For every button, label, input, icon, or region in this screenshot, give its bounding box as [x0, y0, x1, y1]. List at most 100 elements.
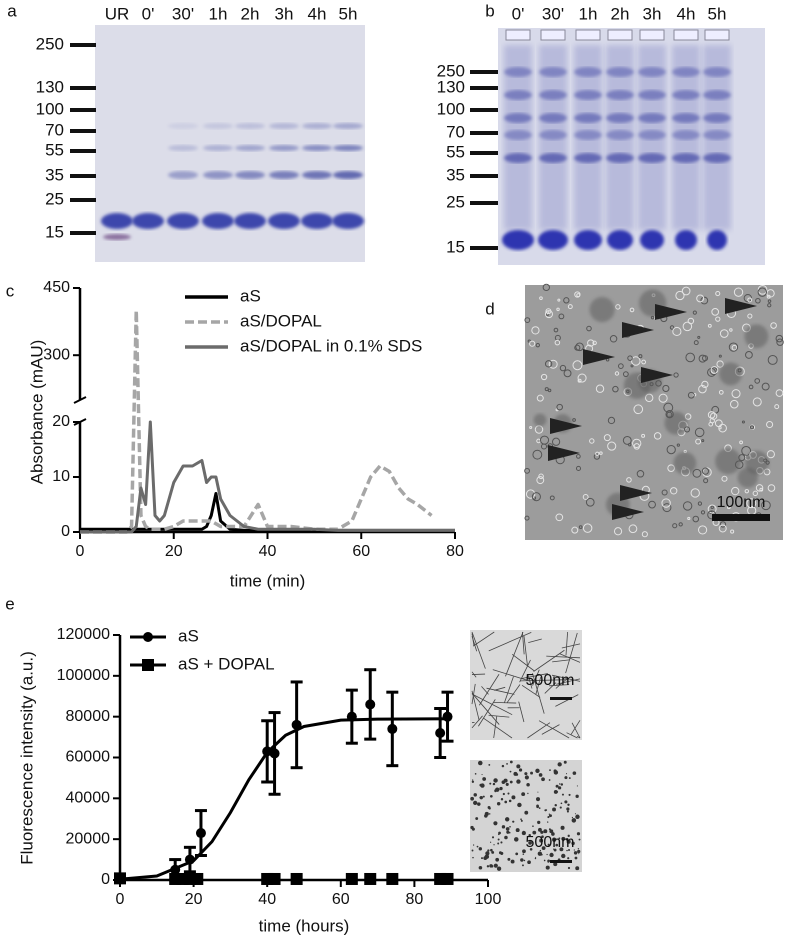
x-tick-label: 60 — [352, 543, 370, 560]
legend-label: aS + DOPAL — [178, 654, 275, 673]
speck — [476, 845, 479, 848]
speck — [558, 786, 562, 790]
speck — [506, 830, 510, 834]
fibril — [471, 633, 475, 646]
band — [504, 153, 532, 163]
data-point — [170, 864, 181, 875]
particle — [545, 308, 552, 315]
band — [638, 130, 666, 140]
band — [168, 123, 198, 129]
speck — [529, 847, 533, 851]
particle — [711, 307, 720, 316]
band — [703, 67, 731, 77]
band — [606, 113, 634, 123]
speck — [552, 807, 556, 812]
particle — [718, 524, 727, 533]
particle — [615, 304, 621, 310]
particle — [558, 313, 565, 320]
band — [672, 153, 700, 163]
speck — [515, 828, 520, 833]
particle — [538, 473, 544, 480]
marker-label: 250 — [36, 34, 64, 53]
speck — [509, 780, 513, 784]
speck — [546, 853, 548, 856]
particle — [746, 498, 757, 509]
lane-label: 0' — [142, 4, 155, 23]
particle — [577, 378, 582, 383]
fibril — [555, 678, 568, 689]
particle — [539, 296, 543, 300]
particle — [670, 487, 678, 495]
particle — [697, 501, 703, 506]
marker-label: 130 — [437, 77, 465, 96]
fibril — [471, 715, 483, 729]
particle — [575, 465, 582, 471]
band — [574, 113, 602, 123]
speck — [532, 825, 534, 827]
band — [202, 213, 234, 229]
data-point — [365, 699, 376, 710]
speck — [530, 771, 533, 775]
particle — [603, 434, 611, 442]
particle — [666, 444, 676, 455]
particle — [571, 526, 579, 534]
particle — [544, 310, 553, 319]
band — [703, 130, 731, 140]
particle — [754, 378, 761, 384]
fibril — [533, 649, 565, 672]
particle — [700, 510, 706, 515]
speck — [505, 827, 510, 831]
fibril — [521, 684, 541, 698]
speck — [576, 832, 581, 836]
particle — [638, 354, 643, 359]
speck — [471, 849, 474, 852]
particle — [544, 387, 549, 392]
speck — [527, 792, 529, 795]
data-point — [345, 872, 358, 885]
speck — [477, 802, 481, 806]
well — [540, 29, 566, 41]
x-tick-label: 40 — [258, 891, 276, 908]
arrowhead — [612, 504, 644, 520]
speck — [484, 814, 488, 818]
fibril — [471, 671, 477, 678]
lane-label: 4h — [308, 4, 327, 23]
particle — [739, 440, 743, 445]
particle — [776, 338, 784, 346]
data-point — [387, 723, 398, 734]
legend-label: aS/DOPAL — [240, 311, 322, 330]
band — [675, 230, 697, 250]
speck — [561, 836, 566, 841]
data-point — [346, 711, 357, 722]
band — [606, 130, 634, 140]
speck — [578, 853, 580, 855]
particle — [554, 339, 561, 346]
particle — [745, 351, 753, 359]
speck — [561, 793, 564, 796]
band — [539, 153, 567, 163]
speck — [528, 841, 532, 845]
particle — [531, 492, 541, 502]
speck — [482, 795, 485, 798]
fibril — [566, 732, 578, 739]
marker-bar — [470, 70, 498, 74]
fibril — [478, 699, 496, 727]
speck — [563, 760, 567, 764]
speck — [538, 827, 542, 832]
particle — [707, 504, 717, 514]
particle — [721, 475, 728, 482]
particle — [682, 501, 693, 511]
y-tick-label: 120000 — [57, 626, 110, 643]
particle — [701, 439, 705, 443]
band — [574, 153, 602, 163]
particle — [622, 371, 629, 378]
speck — [492, 782, 496, 786]
marker-label: 250 — [437, 61, 465, 80]
band — [269, 171, 299, 179]
marker-bar — [470, 86, 498, 90]
speck — [559, 806, 562, 809]
particle — [707, 323, 712, 328]
fit-curve — [119, 717, 452, 881]
particle — [761, 382, 770, 391]
speck — [568, 777, 571, 779]
